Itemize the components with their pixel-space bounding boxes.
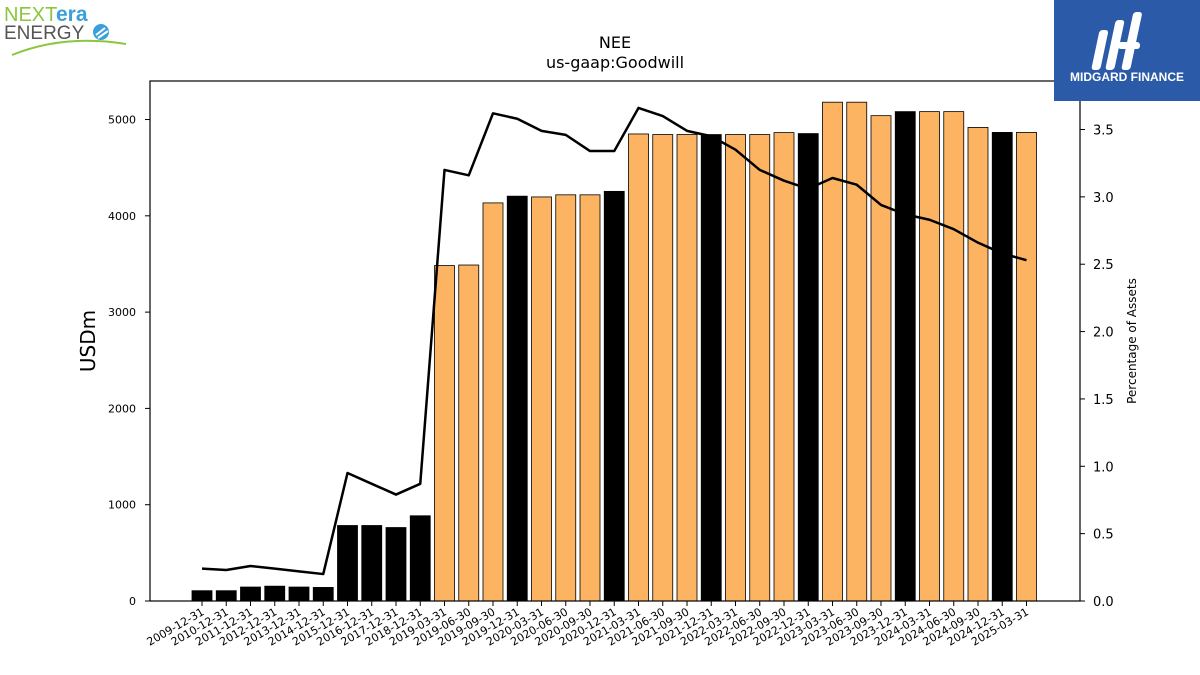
bar-2020-06-30 [555,194,577,602]
bar-2009-12-31 [191,590,213,602]
y2-tick-label: 0.5 [1093,528,1114,543]
bar-2019-03-31 [434,265,455,602]
bar-2020-03-31 [531,196,552,602]
bar-2022-09-30 [773,132,795,602]
bar-2023-12-31 [894,111,916,602]
bars-group [191,101,1037,602]
nextera-energy-logo: NEXT era ENERGY [4,2,134,62]
logo-text-next: NEXT [4,4,57,26]
bar-2018-12-31 [409,515,431,602]
y2-tick-label: 0.0 [1093,595,1114,610]
bar-2023-06-30 [846,101,868,602]
bar-2011-12-31 [240,586,261,602]
bar-2021-03-31 [628,133,649,602]
bar-2025-03-31 [1016,132,1037,602]
bar-2024-03-31 [919,111,940,602]
bar-2015-12-31 [337,525,358,602]
y2-tick-label: 2.5 [1093,258,1114,273]
bar-2020-09-30 [579,194,601,602]
midgard-mark-icon [1091,12,1142,70]
bar-2021-09-30 [676,134,698,602]
logo-orb-stripes [95,27,109,39]
bar-2021-12-31 [700,134,722,602]
chart-subtitle: us-gaap:Goodwill [546,53,684,72]
bar-2023-09-30 [870,115,892,602]
y2-tick-label: 3.5 [1093,123,1114,138]
midgard-finance-name: MIDGARD FINANCE [1070,70,1184,84]
bar-2013-12-31 [288,586,310,602]
midgard-finance-logo: MIDGARD FINANCE [1054,0,1200,101]
bar-2020-12-31 [603,190,625,602]
bar-2019-12-31 [506,195,528,602]
bar-2022-12-31 [797,133,819,602]
bar-2024-06-30 [943,111,965,602]
bar-2017-12-31 [385,527,407,602]
y-tick-label: 5000 [108,114,136,127]
y-tick-label: 3000 [108,306,136,319]
logo-swoosh-icon [11,39,127,56]
left-axis-ticks: 0 1000 2000 3000 4000 5000 [108,114,150,608]
y-tick-label: 4000 [108,210,136,223]
right-axis-ticks: 0.0 0.5 1.0 1.5 2.0 2.5 3.0 3.5 [1080,123,1114,610]
plot-frame [149,80,1081,602]
y2-tick-label: 1.0 [1093,460,1114,475]
y-tick-label: 2000 [108,402,136,415]
bar-2022-06-30 [749,134,771,602]
y2-axis-label: Percentage of Assets [1125,278,1139,404]
bar-2010-12-31 [215,590,237,602]
logo-text-energy: ENERGY [4,23,85,44]
bar-2012-12-31 [264,585,286,602]
y-tick-label: 0 [129,595,136,608]
bar-2019-06-30 [458,264,480,602]
bar-2022-03-31 [725,134,746,602]
axes-group [149,80,1081,602]
chart-title: NEE [599,33,631,52]
bar-2024-12-31 [991,132,1013,602]
bar-2021-06-30 [652,134,674,602]
y2-tick-label: 2.0 [1093,326,1114,341]
bar-2019-09-30 [482,202,504,602]
pct-assets-line-group [201,106,1027,576]
bar-2024-09-30 [967,127,989,602]
x-axis-ticks: 2009-12-312010-12-312011-12-312012-12-31… [145,601,1031,649]
logo-text-era: era [56,3,88,26]
bar-2014-12-31 [312,587,334,602]
y2-tick-label: 1.5 [1093,393,1114,408]
y-axis-label: USDm [76,310,100,372]
pct-assets-line [201,106,1027,576]
y-tick-label: 1000 [108,499,136,512]
y2-tick-label: 3.0 [1093,191,1114,206]
bar-2016-12-31 [361,525,383,602]
